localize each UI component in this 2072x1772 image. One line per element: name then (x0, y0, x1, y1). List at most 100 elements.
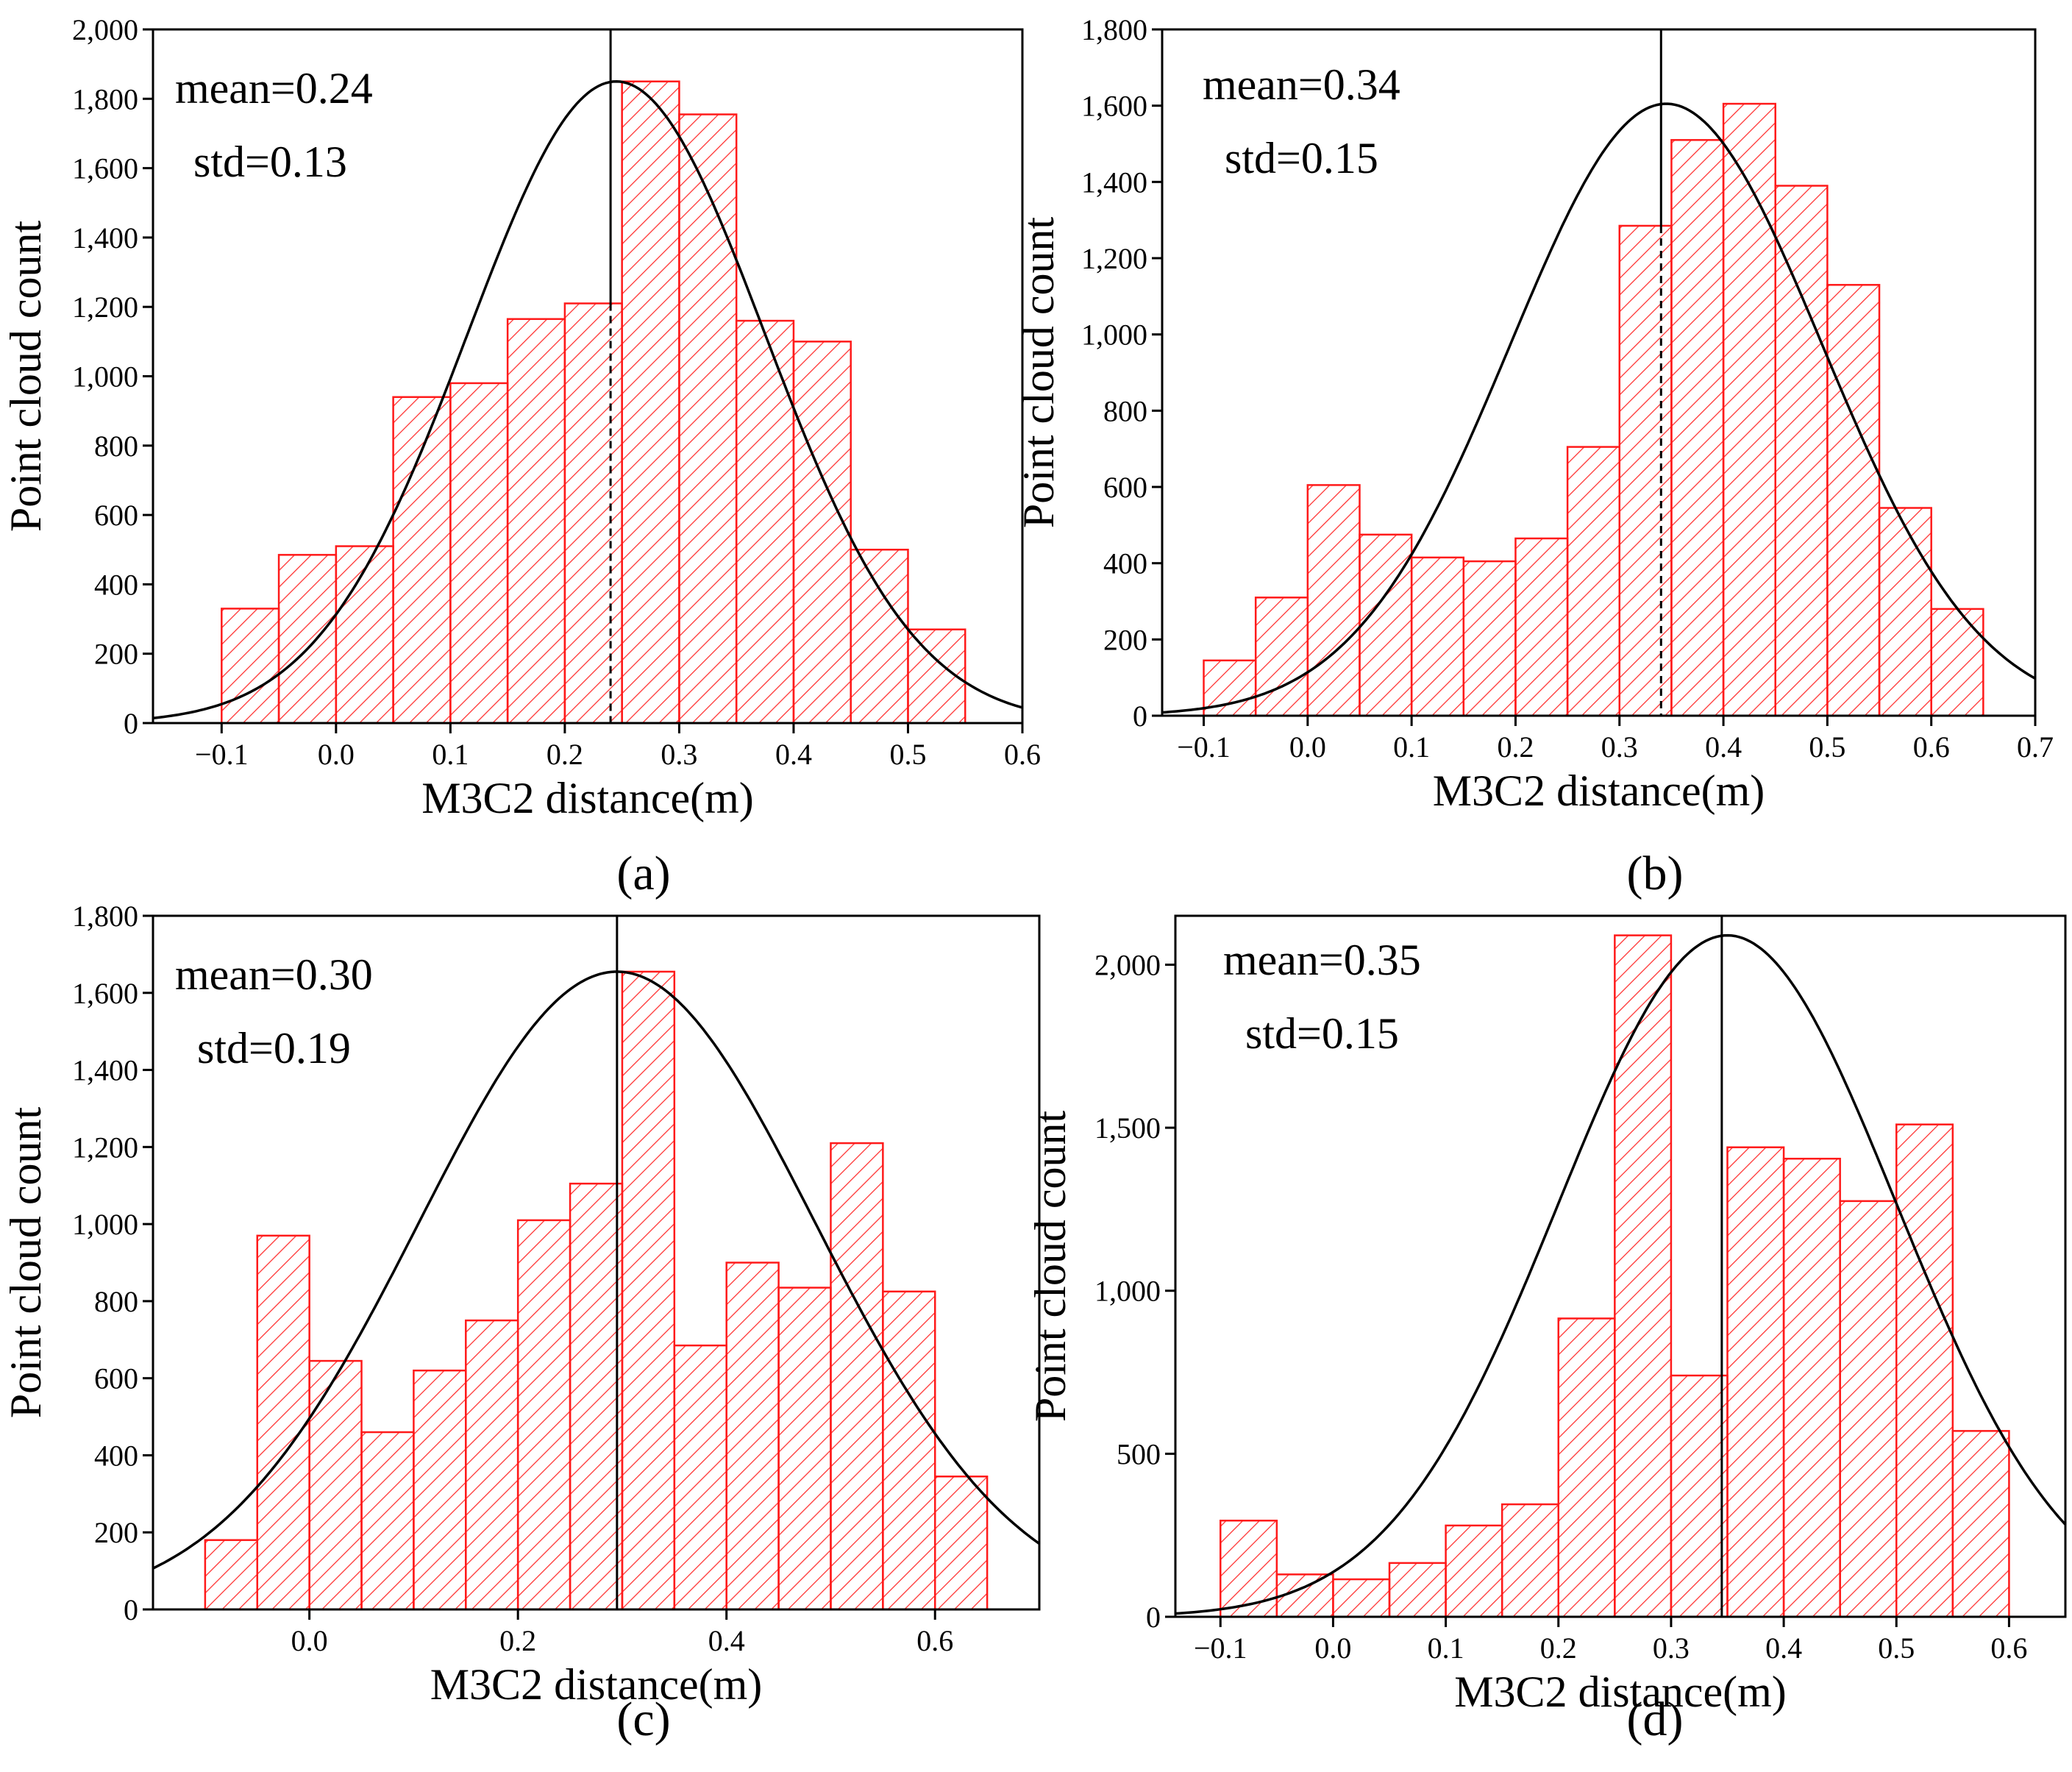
y-tick-label: 1,400 (1081, 166, 1147, 199)
histogram-bar (1670, 139, 1725, 717)
plot-frame (1161, 28, 2037, 717)
y-tick-label: 600 (94, 1362, 138, 1395)
panel-2: 0 200 400 600 800 1,000 1,200 1,400 1,600 1,800 −0… (1014, 13, 2054, 815)
x-tick-label: −0.1 (1177, 730, 1231, 764)
panel-label-d: (d) (1626, 1693, 1684, 1746)
y-tick-label: 1,000 (72, 1208, 138, 1241)
histogram-bar (1332, 1578, 1391, 1618)
histogram-bar (621, 80, 680, 725)
y-tick-label: 1,400 (72, 1054, 138, 1087)
histogram-bar (465, 1319, 519, 1611)
std-annotation: std=0.13 (193, 138, 347, 186)
y-tick-label: 0 (1133, 700, 1147, 733)
x-tick-label: 0.3 (1601, 730, 1638, 764)
histogram-bar (1726, 1146, 1785, 1618)
y-axis-title: Point cloud count (1014, 217, 1063, 529)
histogram-bar (506, 318, 566, 725)
x-tick-label: 0.5 (1809, 730, 1845, 764)
mean-annotation: mean=0.24 (175, 64, 373, 113)
y-tick-label: 1,200 (72, 1131, 138, 1164)
histogram-bar (1514, 537, 1569, 717)
x-tick-label: 0.6 (1004, 738, 1041, 771)
panels: 0 200 400 600 800 1,000 1,200 1,400 1,600 1,800 2,… (1, 13, 2067, 1716)
y-tick-label: 1,600 (72, 977, 138, 1010)
y-tick-label: 1,800 (72, 900, 138, 933)
histogram-bar (1614, 934, 1673, 1618)
x-tick-label: 0.2 (547, 738, 583, 771)
panel-label-b: (b) (1626, 847, 1684, 900)
y-tick-label: 400 (94, 1439, 138, 1472)
x-axis-title: M3C2 distance(m) (1454, 1668, 1787, 1716)
x-tick-label: 0.0 (318, 738, 355, 771)
x-tick-label: −0.1 (195, 738, 249, 771)
histogram-bar (1670, 1374, 1729, 1618)
histogram-bar (1566, 446, 1621, 717)
y-tick-label: 0 (1146, 1601, 1161, 1634)
histogram-bar (830, 1142, 884, 1611)
histogram-bar (1306, 484, 1361, 717)
histogram-bar (1618, 224, 1673, 717)
x-tick-label: 0.7 (2017, 730, 2054, 764)
normal-fit-curve (153, 970, 1039, 1570)
histogram-bar (735, 319, 795, 725)
y-tick-label: 800 (1103, 394, 1147, 427)
x-tick-label: 0.3 (661, 738, 697, 771)
histogram-bar (1782, 1157, 1841, 1618)
y-axis-title: Point cloud count (1, 221, 50, 533)
y-tick-label: 200 (94, 638, 138, 671)
histogram-bar (563, 302, 623, 725)
x-tick-label: 0.0 (1314, 1632, 1351, 1665)
histogram-bar (335, 545, 394, 725)
x-tick-label: 0.4 (708, 1624, 745, 1657)
y-tick-label: 1,400 (72, 221, 138, 255)
panel-label-a: (a) (616, 847, 671, 900)
x-tick-label: 0.0 (291, 1624, 328, 1657)
mean-annotation: mean=0.30 (175, 950, 373, 999)
histogram-bar (392, 396, 452, 725)
y-tick-label: 400 (1103, 547, 1147, 580)
histogram-bar (204, 1539, 259, 1611)
x-tick-label: 0.3 (1653, 1632, 1690, 1665)
y-axis-title: Point cloud count (1, 1107, 50, 1419)
y-tick-label: 0 (124, 707, 138, 740)
y-tick-label: 2,000 (1094, 948, 1161, 981)
x-tick-label: 0.1 (1428, 1632, 1464, 1665)
y-tick-label: 800 (94, 430, 138, 463)
histogram-bar (360, 1431, 415, 1611)
y-tick-label: 2,000 (72, 13, 138, 46)
histogram-bar (725, 1262, 780, 1611)
histogram-bar (1557, 1317, 1616, 1618)
y-tick-label: 1,600 (72, 152, 138, 185)
y-tick-label: 1,800 (1081, 13, 1147, 46)
y-tick-label: 1,000 (1094, 1275, 1161, 1308)
histogram-bar (777, 1287, 832, 1611)
std-annotation: std=0.15 (1245, 1009, 1399, 1058)
panel-label-c: (c) (616, 1693, 671, 1746)
histogram-bar (621, 970, 676, 1611)
histogram-bar (1359, 533, 1413, 717)
y-tick-label: 1,000 (1081, 319, 1147, 352)
x-tick-label: 0.4 (1765, 1632, 1802, 1665)
histogram-bar (1462, 560, 1517, 717)
histogram-bar (792, 341, 852, 725)
x-tick-label: 0.2 (499, 1624, 536, 1657)
histogram-bar (1951, 1430, 2010, 1618)
histogram-bar (1774, 185, 1829, 717)
histogram-bar (1930, 608, 1984, 717)
x-axis-title: M3C2 distance(m) (421, 774, 754, 822)
mean-annotation: mean=0.35 (1223, 936, 1421, 984)
histogram-bar (256, 1234, 310, 1611)
y-tick-label: 1,000 (72, 360, 138, 394)
y-tick-label: 200 (94, 1516, 138, 1549)
y-tick-label: 200 (1103, 623, 1147, 656)
x-tick-label: 0.0 (1289, 730, 1326, 764)
histogram-bar (413, 1369, 467, 1611)
x-tick-label: 0.1 (432, 738, 469, 771)
histogram-bar (1878, 507, 1932, 717)
x-tick-label: 0.6 (916, 1624, 953, 1657)
y-tick-label: 500 (1117, 1437, 1161, 1470)
histogram-bar (277, 554, 338, 725)
histogram-bar (1388, 1562, 1447, 1618)
plot-frame (152, 914, 1041, 1611)
